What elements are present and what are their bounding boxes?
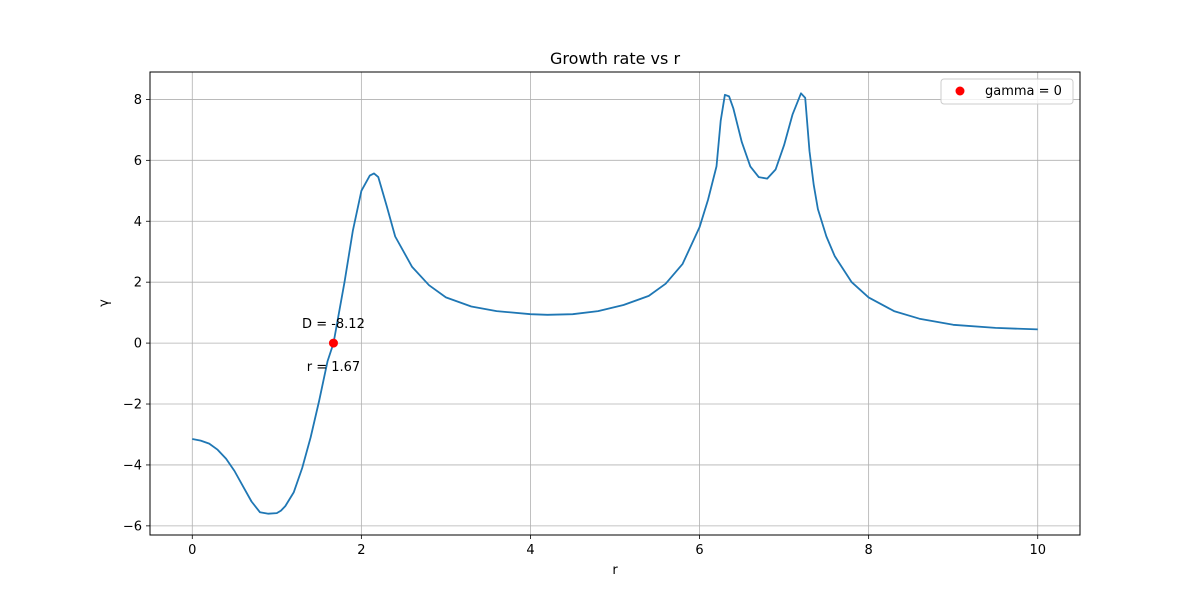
annotation-d-value: D = -8.12 [302, 317, 365, 332]
plot-frame [149, 71, 1081, 536]
y-tick-label: 0 [134, 337, 142, 352]
x-tick-label: 2 [357, 543, 365, 558]
growth-rate-line [192, 92, 1038, 515]
y-tick-label: 2 [134, 276, 142, 291]
gamma-zero-point [328, 338, 338, 348]
grid-layer [150, 72, 1080, 535]
y-tick-label: −6 [123, 519, 142, 534]
y-tick-label: 6 [134, 154, 142, 169]
y-axis-label: γ [97, 299, 112, 307]
legend-box [940, 78, 1074, 105]
tick-layer: 0 2 4 6 8 10 −6 −4 −2 0 2 4 6 8 [123, 93, 1046, 558]
legend: gamma = 0 [940, 78, 1074, 105]
y-tick-label: 8 [134, 93, 142, 108]
legend-label: gamma = 0 [985, 84, 1062, 99]
x-tick-label: 0 [188, 543, 196, 558]
x-tick-label: 6 [695, 543, 703, 558]
y-tick-label: −4 [123, 458, 142, 473]
annotation-r-value: r = 1.67 [307, 360, 360, 375]
x-tick-label: 8 [864, 543, 872, 558]
y-tick-label: 4 [134, 215, 142, 230]
chart-title: Growth rate vs r [550, 49, 680, 68]
x-axis-label: r [612, 563, 618, 578]
legend-marker [955, 86, 965, 96]
y-tick-label: −2 [123, 398, 142, 413]
plot-layer: D = -8.12 r = 1.67 [192, 92, 1038, 515]
x-tick-label: 10 [1029, 543, 1046, 558]
x-tick-label: 4 [526, 543, 534, 558]
